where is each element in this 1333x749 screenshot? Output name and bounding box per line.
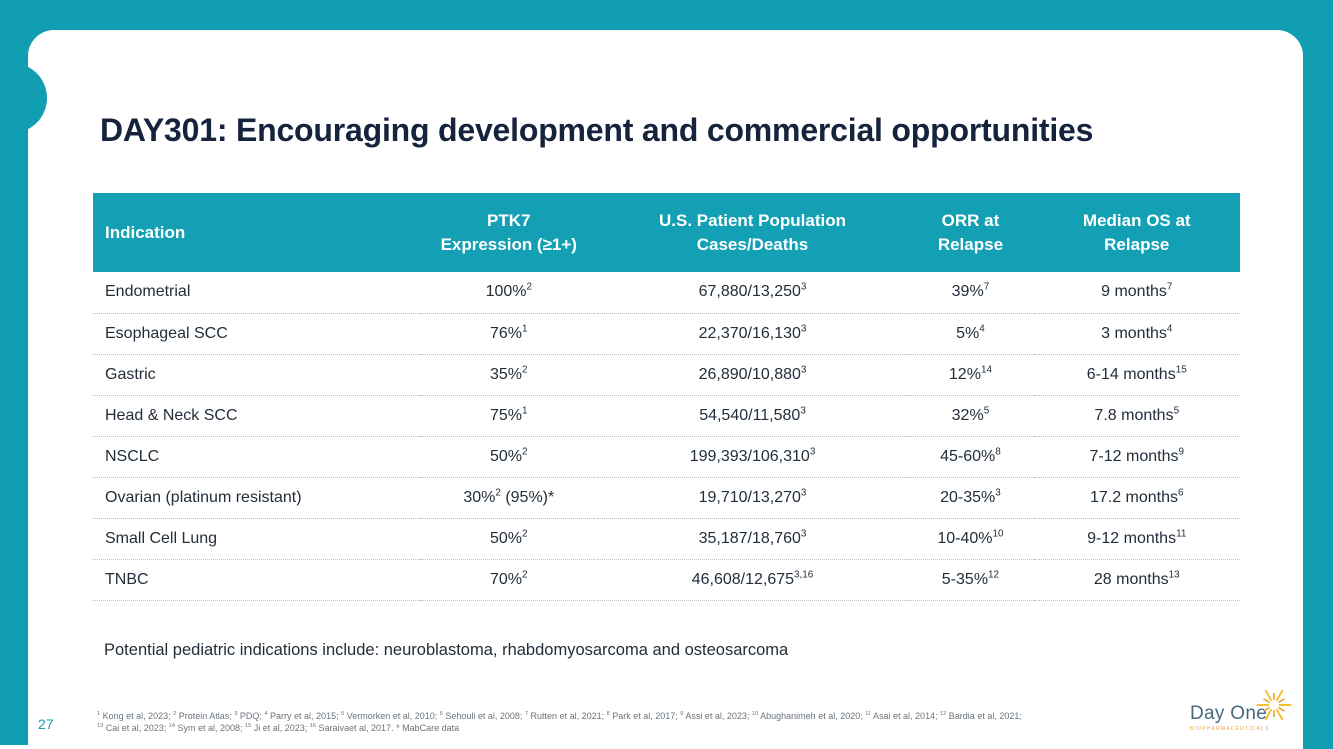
- value-cell: 39%7: [907, 272, 1034, 314]
- column-header-1: PTK7 Expression (≥1+): [419, 193, 598, 272]
- value-cell: 5%4: [907, 313, 1034, 355]
- value-cell: 50%2: [419, 436, 598, 478]
- slide-title: DAY301: Encouraging development and comm…: [100, 112, 1094, 148]
- pediatric-indications-note: Potential pediatric indications include:…: [104, 641, 789, 659]
- day-one-logo: Day One: [1190, 689, 1294, 732]
- table-row: Small Cell Lung 50%2 35,187/18,7603 10-40%1…: [93, 518, 1240, 560]
- logo-wordmark: Day One: [1190, 703, 1268, 724]
- value-cell: 20-35%3: [907, 477, 1034, 519]
- bottom-left-sliver: [0, 745, 28, 749]
- table-row: Endometrial 100%2 67,880/13,2503 39%7 9 mont…: [93, 272, 1240, 314]
- value-cell: 50%2: [419, 518, 598, 560]
- value-cell: 100%2: [419, 272, 598, 314]
- sun-burst-icon: [1256, 689, 1292, 721]
- indications-table: Indication PTK7 Expression (≥1+) U.S. Pati…: [93, 193, 1240, 601]
- table-row: NSCLC 50%2 199,393/106,3103 45-60%8 7-12 mon…: [93, 436, 1240, 478]
- value-cell: 75%1: [419, 395, 598, 437]
- indication-cell: NSCLC: [93, 436, 420, 478]
- value-cell: 17.2 months6: [1033, 477, 1240, 519]
- value-cell: 30%2 (95%)*: [419, 477, 598, 519]
- value-cell: 199,393/106,3103: [597, 436, 908, 478]
- value-cell: 3 months4: [1033, 313, 1240, 355]
- table-row: Head & Neck SCC 75%1 54,540/11,5803 32%5 7.8…: [93, 395, 1240, 437]
- value-cell: 7.8 months5: [1033, 395, 1240, 437]
- citation-line-2: 13 Cai et al, 2023; 14 Sym et al, 2008; …: [97, 722, 460, 733]
- logo-subtext: BIOPHARMACEUTICALS: [1190, 726, 1270, 732]
- value-cell: 9-12 months11: [1033, 518, 1240, 560]
- table-header: Indication PTK7 Expression (≥1+) U.S. Pati…: [93, 193, 1240, 272]
- column-header-2: U.S. Patient Population Cases/Deaths: [597, 193, 908, 272]
- value-cell: 46,608/12,6753,16: [597, 559, 908, 601]
- value-cell: 12%14: [907, 354, 1034, 396]
- citation-line-1: 1 Kong et al, 2023; 2 Protein Atlas; 3 P…: [97, 711, 1022, 721]
- value-cell: 45-60%8: [907, 436, 1034, 478]
- indication-cell: Small Cell Lung: [93, 518, 420, 560]
- indication-cell: Gastric: [93, 354, 420, 396]
- value-cell: 67,880/13,2503: [597, 272, 908, 314]
- value-cell: 19,710/13,2703: [597, 477, 908, 519]
- indication-cell: Head & Neck SCC: [93, 395, 420, 437]
- value-cell: 76%1: [419, 313, 598, 355]
- indication-cell: Esophageal SCC: [93, 313, 420, 355]
- table-row: Ovarian (platinum resistant) 30%2 (95%)* 1…: [93, 477, 1240, 519]
- logo-row: Day One: [1190, 689, 1292, 725]
- value-cell: 9 months7: [1033, 272, 1240, 314]
- value-cell: 28 months13: [1033, 559, 1240, 601]
- table-row: Esophageal SCC 76%1 22,370/16,1303 5%4 3 mon…: [93, 313, 1240, 355]
- value-cell: 35%2: [419, 354, 598, 396]
- value-cell: 35,187/18,7603: [597, 518, 908, 560]
- value-cell: 7-12 months9: [1033, 436, 1240, 478]
- value-cell: 6-14 months15: [1033, 354, 1240, 396]
- indication-cell: TNBC: [93, 559, 420, 601]
- citations-block: 1 Kong et al, 2023; 2 Protein Atlas; 3 P…: [97, 711, 1022, 734]
- value-cell: 70%2: [419, 559, 598, 601]
- value-cell: 32%5: [907, 395, 1034, 437]
- column-header-0: Indication: [93, 193, 420, 272]
- table-row: Gastric 35%2 26,890/10,8803 12%14 6-14 month…: [93, 354, 1240, 396]
- table-body: Endometrial 100%2 67,880/13,2503 39%7 9 mont…: [93, 272, 1240, 601]
- content-card: DAY301: Encouraging development and comm…: [28, 30, 1303, 749]
- value-cell: 22,370/16,1303: [597, 313, 908, 355]
- column-header-3: ORR at Relapse: [907, 193, 1034, 272]
- indication-cell: Endometrial: [93, 272, 420, 314]
- indication-cell: Ovarian (platinum resistant): [93, 477, 420, 519]
- value-cell: 5-35%12: [907, 559, 1034, 601]
- page-number: 27: [38, 716, 54, 732]
- value-cell: 26,890/10,8803: [597, 354, 908, 396]
- value-cell: 10-40%10: [907, 518, 1034, 560]
- value-cell: 54,540/11,5803: [597, 395, 908, 437]
- column-header-4: Median OS at Relapse: [1033, 193, 1240, 272]
- table-row: TNBC 70%2 46,608/12,6753,16 5-35%12 28 month…: [93, 559, 1240, 601]
- table-header-row: Indication PTK7 Expression (≥1+) U.S. Pati…: [93, 193, 1240, 272]
